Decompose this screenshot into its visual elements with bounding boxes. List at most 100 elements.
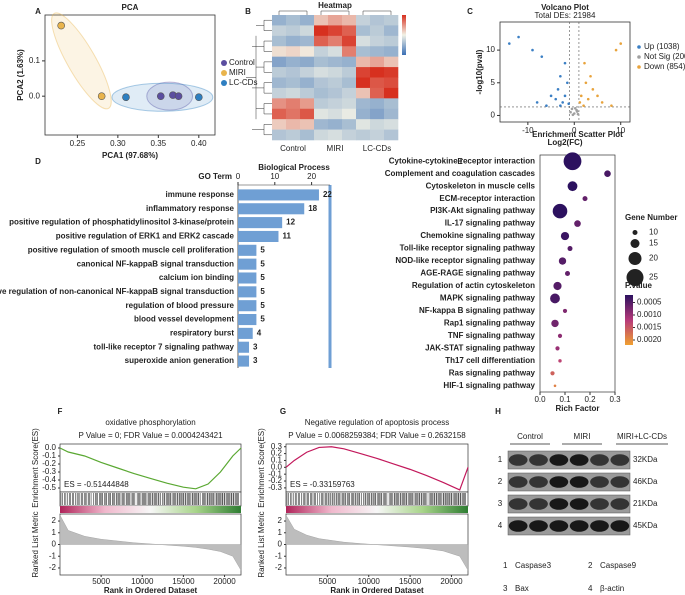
heat-cell: [272, 46, 287, 57]
point: [569, 110, 572, 114]
heat-cell: [286, 119, 301, 130]
bubble: [563, 152, 582, 171]
point: [619, 42, 623, 45]
heat-cell: [356, 35, 371, 47]
band-size: 21KDa: [633, 499, 658, 508]
heat-cell: [328, 87, 343, 99]
chart-title: oxidative phosphorylation: [105, 418, 195, 427]
heat-cell: [328, 77, 343, 89]
panel-label: D: [35, 157, 41, 166]
value-label: 5: [260, 273, 265, 282]
category-label: Chemokine signaling pathway: [420, 231, 535, 240]
blot-band: [610, 520, 630, 532]
chart-title: PCA: [122, 3, 139, 12]
category-label: calcium ion binding: [159, 273, 234, 282]
plot-frame: [499, 21, 631, 123]
heat-cell: [356, 25, 371, 37]
heat-cell: [300, 56, 315, 68]
panel-label: F: [58, 407, 63, 416]
y-tick-label: -0.3: [268, 483, 282, 492]
legend-marker: [637, 45, 641, 49]
heat-cell: [384, 35, 399, 47]
point: [600, 101, 604, 104]
x-tick-label: 10000: [131, 577, 154, 586]
value-label: 5: [260, 315, 265, 324]
heat-cell: [384, 108, 399, 120]
y2-tick-label: 0: [52, 540, 57, 549]
heat-cell: [314, 87, 329, 99]
chart-title: Enrichment Scatter Plot: [532, 130, 623, 139]
y-tick-label: 0.3: [271, 442, 283, 451]
legend-marker: [221, 80, 227, 86]
value-label: 3: [253, 342, 258, 351]
y-tick-label: 0.1: [29, 56, 41, 65]
heat-cell: [314, 25, 329, 37]
chart-title: Biological Process: [258, 163, 330, 172]
legend-label: 10: [649, 228, 658, 237]
heat-cell: [328, 119, 343, 130]
chart-title: Heatmap: [318, 1, 352, 10]
bubble: [553, 281, 562, 291]
category-label: IL-17 signaling pathway: [445, 219, 536, 228]
category-label: immune response: [166, 190, 235, 199]
heat-cell: [272, 15, 287, 26]
point: [507, 42, 511, 45]
blot-band: [610, 498, 630, 510]
colorbar-label: 0.0005: [637, 298, 662, 307]
heat-cell: [286, 87, 301, 99]
heat-cell: [300, 129, 315, 141]
x-tick-label: 5000: [92, 577, 110, 586]
group-ellipse: [51, 12, 112, 110]
colorbar: [402, 15, 406, 55]
blot-band: [508, 476, 528, 488]
bubble: [574, 220, 581, 227]
blot-band: [569, 520, 589, 532]
y-tick-label: -0.1: [268, 469, 282, 478]
bar: [238, 355, 250, 367]
point: [563, 61, 567, 65]
heat-cell: [272, 67, 287, 78]
heat-cell: [370, 129, 385, 141]
bubble: [567, 181, 578, 192]
point: [174, 92, 183, 100]
heat-cell: [328, 67, 343, 78]
dendrogram: [252, 40, 272, 52]
category-label: superoxide anion generation: [125, 356, 234, 365]
heat-cell: [384, 87, 399, 99]
bar: [238, 189, 319, 201]
category-label: regulation of blood pressure: [126, 301, 235, 310]
heat-cell: [356, 87, 371, 99]
bubble: [550, 293, 560, 304]
bubble: [562, 308, 568, 314]
heat-cell: [272, 87, 287, 99]
point: [573, 106, 577, 110]
blot-band: [569, 476, 589, 488]
point: [567, 102, 571, 105]
blot-band: [508, 454, 528, 466]
point: [554, 97, 558, 101]
blot-band: [549, 476, 569, 488]
heat-cell: [272, 35, 287, 47]
band-size: 45KDa: [633, 521, 658, 530]
heat-cell: [342, 25, 357, 37]
blot-band: [610, 454, 630, 466]
legend-marker: [637, 65, 641, 69]
value-label: 5: [260, 287, 265, 296]
y2-tick-label: -2: [275, 563, 283, 572]
point: [559, 74, 562, 78]
point: [517, 35, 520, 39]
bar: [238, 203, 305, 215]
heat-cell: [314, 15, 329, 26]
bar: [238, 244, 257, 256]
blot-band: [610, 476, 630, 488]
category-label: Cytokine-cytokine receptor interaction: [389, 156, 535, 165]
bar: [238, 341, 250, 353]
group-label: Control: [517, 432, 543, 441]
heat-cell: [286, 56, 301, 68]
bar: [238, 230, 279, 242]
bar: [238, 217, 283, 229]
bubble: [552, 203, 568, 219]
point: [535, 101, 539, 104]
group-label: MIRI: [574, 432, 591, 441]
